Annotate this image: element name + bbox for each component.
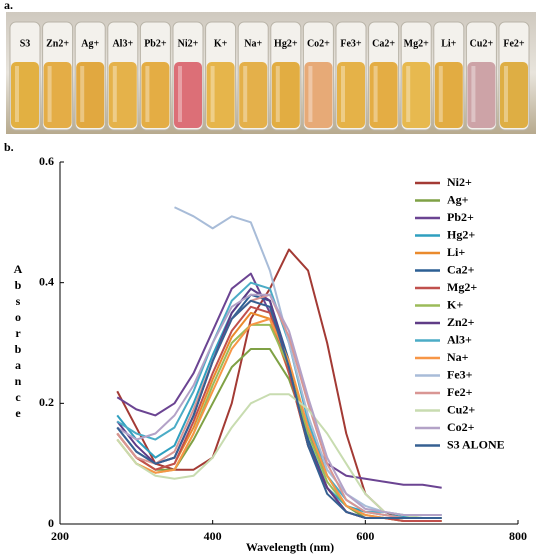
vial-label: Zn2+ [46,38,69,49]
legend-label: K+ [447,297,463,311]
legend-label: Ag+ [447,192,469,206]
vial-shine [504,66,508,122]
x-axis-label: Wavelength (nm) [246,540,334,554]
series-line [174,206,442,516]
vial-shine [112,66,117,122]
legend-label: Fe3+ [447,367,473,381]
panel-label: b. [4,140,14,154]
x-tick-label: 400 [204,529,222,543]
vial-shine [308,66,313,122]
vial-shine [210,66,215,122]
vial-label: K+ [214,38,228,49]
vial-liquid [11,62,39,128]
vial-label: S3 [20,38,31,49]
vial-label: Fe2+ [503,38,525,49]
plot: 0 0.2 0.4 0.6 200 400 600 800 Ni2+ Ag+ Pb2+ Hg2+ Li+… [39,154,527,543]
series-line [116,293,442,519]
vial-label: Mg2+ [404,38,429,49]
vial-liquid [206,62,235,128]
x-tick-label: 200 [51,529,69,543]
vial-liquid [174,62,202,128]
vial-shine [145,66,150,122]
vial-shine [471,66,476,122]
legend-label: Cu2+ [447,402,475,416]
vial-label: Ni2+ [178,38,199,49]
vial-label: Fe3+ [340,38,362,49]
panel-label: a. [4,0,13,12]
series-line [116,299,442,519]
vial-liquid [108,62,137,128]
legend-label: Co2+ [447,420,475,434]
vial-label: Hg2+ [274,38,298,49]
vial-shine [373,66,378,122]
series-line [116,293,442,519]
y-tick-label: 0 [48,516,54,530]
vial-liquid [141,62,170,128]
y-tick-label: 0.2 [39,395,54,409]
vial-shine [243,66,248,122]
vial-label: Na+ [244,38,262,49]
legend-label: Ca2+ [447,262,475,276]
vial-shine [80,66,85,122]
series-line [116,293,442,516]
x-tick-label: 800 [509,529,527,543]
vial-liquid [271,62,300,128]
vial-liquid [500,62,528,128]
legend-label: Hg2+ [447,227,475,241]
vial-shine [15,66,19,122]
vial-shine [438,66,443,122]
legend-label: Li+ [447,245,465,259]
vial-shine [178,66,182,122]
vial-shine [275,66,280,122]
series-line [116,323,442,519]
vial-liquid [369,62,398,128]
legend-label: Pb2+ [447,210,474,224]
vial-shine [406,66,411,122]
y-tick-label: 0.6 [39,154,54,168]
vial-label: Li+ [441,38,456,49]
y-axis-label: Absorbance [11,262,25,422]
vial-liquid [467,62,496,128]
vial-label: Al3+ [112,38,133,49]
legend-label: Zn2+ [447,315,475,329]
legend-label: Na+ [447,350,469,364]
vial-liquid [43,62,72,128]
legend-label: Al3+ [447,332,472,346]
x-tick-label: 600 [356,529,374,543]
vial-liquid [434,62,463,128]
vial-liquid [239,62,268,128]
vial-liquid [304,62,333,128]
legend-label: Ni2+ [447,175,472,189]
legend-label: Fe2+ [447,385,473,399]
vial-liquid [402,62,431,128]
series-line [116,348,442,522]
y-tick-label: 0.4 [39,274,54,288]
vial-label: Ca2+ [372,38,395,49]
vial-label: Pb2+ [144,38,167,49]
legend-label: Mg2+ [447,280,477,294]
vial-label: Co2+ [307,38,330,49]
vial-label: Cu2+ [470,38,494,49]
vials: S3 Zn2+ Ag+ Al3+ Pb2+ Ni2+ K+ Na+ Hg2+ Co2+ Fe3+ Ca… [9,21,530,131]
vial-label: Ag+ [81,38,99,49]
vial-shine [341,66,345,122]
vial-liquid [337,62,365,128]
vial-shine [47,66,52,122]
legend-label: S3 ALONE [447,437,505,451]
vial-liquid [76,62,105,128]
